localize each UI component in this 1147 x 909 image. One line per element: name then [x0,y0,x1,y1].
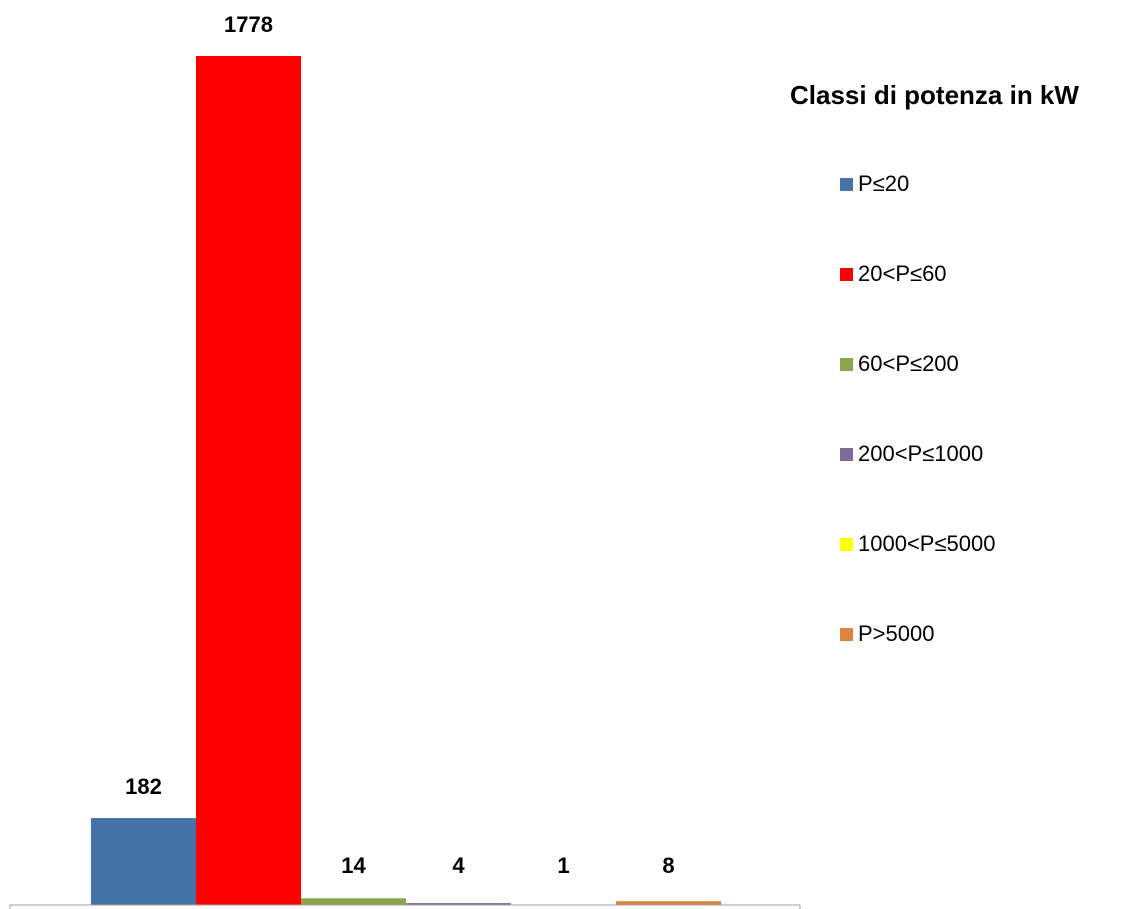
data-label: 1778 [224,12,273,37]
legend-label: 1000<P≤5000 [858,531,995,556]
legend-swatch [840,538,853,551]
legend-swatch [840,268,853,281]
bar [196,56,301,905]
legend-label: 200<P≤1000 [858,441,983,466]
data-label: 182 [125,774,162,799]
legend-label: 60<P≤200 [858,351,959,376]
legend-label: P>5000 [858,621,934,646]
legend-swatch [840,628,853,641]
legend-swatch [840,178,853,191]
bar [301,898,406,905]
data-label: 1 [557,853,569,878]
legend-swatch [840,448,853,461]
data-label: 14 [341,853,366,878]
bar [406,903,511,905]
legend-swatch [840,358,853,371]
legend-label: P≤20 [858,171,909,196]
bar [91,818,196,905]
bar [616,901,721,905]
data-label: 4 [452,853,465,878]
data-label: 8 [662,853,674,878]
legend-label: 20<P≤60 [858,261,947,286]
legend-title: Classi di potenza in kW [790,80,1079,110]
